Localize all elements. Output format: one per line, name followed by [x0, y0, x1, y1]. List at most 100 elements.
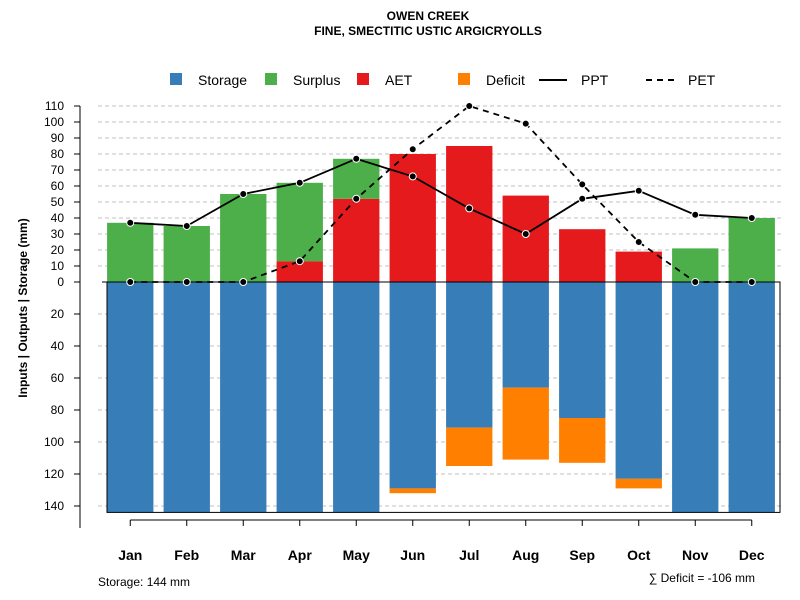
month-label-apr: Apr — [288, 547, 313, 563]
month-label-feb: Feb — [174, 547, 199, 563]
pet-point — [239, 278, 248, 286]
legend-swatch-storage — [170, 73, 182, 85]
aet-bar — [559, 229, 606, 282]
x-axis: Jan Feb Mar Apr May Jun Jul Aug Sep Oct Nov Dec — [118, 519, 765, 563]
storage-capacity-outline — [106, 281, 781, 513]
deficit-bar — [446, 427, 493, 466]
y-tick-label: 40 — [51, 339, 65, 353]
y-tick-label: 0 — [57, 275, 64, 289]
legend-swatch-deficit — [458, 73, 470, 85]
ppt-point — [352, 154, 361, 163]
bars — [107, 146, 775, 513]
storage-bar — [389, 282, 436, 489]
legend-label-ppt: PPT — [581, 72, 609, 88]
legend-label-surplus: Surplus — [293, 72, 340, 88]
chart-subtitle: FINE, SMECTITIC USTIC ARGICRYOLLS — [314, 24, 542, 38]
month-label-oct: Oct — [627, 547, 651, 563]
pet-point — [126, 278, 135, 286]
month-label-jun: Jun — [400, 547, 425, 563]
pet-point — [747, 278, 756, 286]
storage-bar — [615, 282, 662, 479]
ppt-point — [578, 194, 587, 203]
surplus-bar — [276, 182, 323, 262]
legend-label-pet: PET — [688, 72, 716, 88]
legend: Storage Surplus AET Deficit PPT PET — [170, 72, 716, 88]
legend-label-aet: AET — [385, 72, 413, 88]
aet-bar — [446, 146, 493, 282]
month-label-aug: Aug — [512, 547, 539, 563]
surplus-bar — [163, 226, 210, 282]
ppt-point — [747, 214, 756, 222]
gridlines — [98, 105, 782, 507]
y-tick-label: 60 — [51, 371, 65, 385]
pet-point — [578, 180, 587, 189]
pet-line — [130, 105, 752, 283]
pet-point — [691, 278, 700, 286]
y-axis-title: Inputs | Outputs | Storage (mm) — [16, 218, 30, 397]
deficit-bar — [389, 488, 436, 494]
legend-swatch-surplus — [265, 73, 277, 85]
deficit-bar — [559, 418, 606, 463]
plot-frame — [102, 281, 781, 513]
deficit-note: ∑ Deficit = -106 mm — [649, 571, 755, 585]
y-tick-label: 60 — [51, 179, 65, 193]
y-tick-label: 50 — [51, 195, 65, 209]
y-tick-label: 140 — [44, 499, 64, 513]
legend-swatch-aet — [357, 73, 369, 85]
y-tick-label: 90 — [51, 131, 65, 145]
y-tick-label: 120 — [44, 467, 64, 481]
aet-bar — [333, 198, 380, 282]
storage-bar — [107, 282, 154, 513]
ppt-point — [239, 190, 248, 198]
pet-point — [465, 102, 474, 110]
storage-bar — [276, 282, 323, 513]
storage-bar — [446, 282, 493, 428]
month-label-jan: Jan — [118, 547, 142, 563]
y-tick-label: 40 — [51, 211, 65, 225]
legend-label-storage: Storage — [198, 72, 247, 88]
surplus-bar — [728, 218, 775, 282]
pet-point — [182, 278, 191, 286]
y-tick-label: 20 — [51, 243, 65, 257]
surplus-bar — [672, 248, 719, 282]
ppt-point — [126, 218, 135, 227]
surplus-bar — [107, 222, 154, 282]
aet-bar — [276, 261, 323, 282]
y-tick-label: 100 — [44, 435, 64, 449]
pet-point — [295, 257, 304, 266]
ppt-line — [130, 157, 752, 236]
chart-title: OWEN CREEK — [387, 9, 470, 23]
pet-point — [634, 238, 643, 246]
deficit-bar — [502, 387, 549, 460]
month-label-mar: Mar — [231, 547, 256, 563]
month-label-nov: Nov — [682, 547, 709, 563]
ppt-point — [521, 230, 530, 238]
y-tick-label: 30 — [51, 227, 65, 241]
month-label-may: May — [343, 547, 370, 563]
deficit-bar — [615, 478, 662, 489]
month-label-dec: Dec — [739, 547, 765, 563]
ppt-point — [634, 186, 643, 195]
ppt-point — [691, 210, 700, 219]
month-label-sep: Sep — [569, 547, 595, 563]
series-lines — [126, 102, 756, 286]
ppt-point — [182, 222, 191, 230]
y-axis: 10 20 30 40 50 60 70 80 90 100 110 0 20 40 60 80 100 120 1… — [44, 99, 81, 528]
ppt-point — [295, 178, 304, 187]
surplus-bar — [220, 194, 267, 282]
y-tick-label: 100 — [44, 115, 64, 129]
month-label-jul: Jul — [459, 547, 479, 563]
ppt-point — [408, 172, 417, 181]
storage-bar — [672, 282, 719, 513]
storage-bar — [728, 282, 775, 513]
pet-point — [408, 145, 417, 154]
storage-bar — [333, 282, 380, 513]
y-tick-label: 80 — [51, 147, 65, 161]
pet-point — [521, 119, 530, 128]
y-tick-label: 20 — [51, 307, 65, 321]
storage-note: Storage: 144 mm — [98, 575, 190, 589]
pet-point — [352, 194, 361, 203]
aet-bar — [615, 251, 662, 282]
storage-bar — [220, 282, 267, 513]
